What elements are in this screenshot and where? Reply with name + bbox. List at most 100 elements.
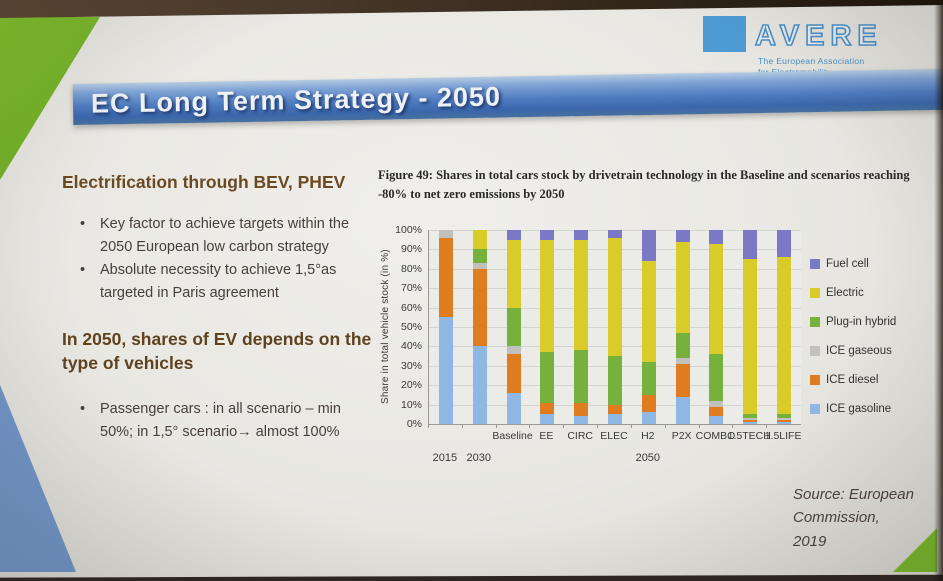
x-label-CIRC: CIRC bbox=[567, 430, 594, 442]
legend-item-fuel-cell: Fuel cell bbox=[810, 258, 896, 270]
chart-legend: Fuel cell Electric Plug-in hybrid ICE gaseo… bbox=[810, 258, 896, 432]
stacked-bar-chart: Share in total vehicle stock (in %) 0% 10… bbox=[378, 218, 918, 470]
bar-segment-ice-gasoline bbox=[709, 416, 724, 424]
legend-label: ICE gasoline bbox=[826, 403, 892, 415]
bar-segment-plug-in-hybrid bbox=[472, 249, 487, 263]
bar-segment-fuel-cell bbox=[641, 230, 656, 262]
bar-2015 bbox=[438, 230, 453, 424]
x-axis-tick bbox=[664, 425, 666, 428]
bar-segment-ice-gaseous bbox=[472, 263, 487, 269]
heading-electrification: Electrification through BEV, PHEV bbox=[62, 172, 346, 192]
y-tick-label: 90% bbox=[400, 243, 422, 256]
bar-COMBO bbox=[709, 230, 724, 424]
avere-logo-block-icon bbox=[703, 16, 746, 52]
bar-segment-fuel-cell bbox=[608, 230, 622, 238]
bullet-list-2: Passenger cars : in all scenario – min 5… bbox=[62, 398, 378, 444]
x-group-label-2015: 2015 bbox=[432, 452, 458, 464]
chart-y-ticks: 0% 10% 20% 30% 40% 50% 60% 70% 80% 90% 100% bbox=[390, 224, 424, 430]
x-axis-tick bbox=[630, 425, 632, 428]
y-tick-label: 80% bbox=[400, 262, 422, 275]
chart-plot bbox=[428, 230, 801, 425]
bar-segment-electric bbox=[540, 239, 555, 353]
y-tick-label: 0% bbox=[406, 418, 422, 430]
y-tick-label: 100% bbox=[395, 224, 422, 236]
x-label-H2: H2 bbox=[641, 430, 655, 442]
bar-segment-electric bbox=[709, 243, 724, 355]
bar-segment-electric bbox=[777, 257, 792, 415]
bar-segment-fuel-cell bbox=[540, 230, 555, 240]
source-attribution: Source: European Commission, 2019 bbox=[793, 483, 933, 553]
x-axis-tick bbox=[495, 425, 497, 428]
legend-label: Electric bbox=[826, 287, 864, 299]
bar-segment-electric bbox=[675, 241, 690, 333]
bar-segment-ice-diesel bbox=[574, 402, 589, 417]
bar-segment-ice-diesel bbox=[506, 354, 521, 393]
bar-segment-plug-in-hybrid bbox=[743, 414, 758, 419]
bar-H2 bbox=[641, 230, 656, 424]
y-tick-label: 60% bbox=[400, 301, 422, 314]
legend-label: ICE gaseous bbox=[826, 345, 892, 357]
legend-item-electric: Electric bbox=[810, 287, 896, 299]
y-tick-label: 50% bbox=[400, 321, 422, 333]
legend-swatch-icon bbox=[810, 375, 820, 385]
x-group-label-2050: 2050 bbox=[635, 452, 661, 464]
bar-Baseline bbox=[506, 230, 521, 424]
x-label-COMBO: COMBO bbox=[695, 430, 736, 442]
bar-segment-ice-gasoline bbox=[608, 414, 622, 424]
bar-2030 bbox=[472, 230, 487, 424]
bar-segment-ice-diesel bbox=[540, 402, 555, 415]
screen-bezel-bottom bbox=[0, 574, 943, 581]
bullet-key-factor: Key factor to achieve targets within the… bbox=[62, 213, 378, 259]
bar-segment-ice-diesel bbox=[472, 268, 487, 347]
x-axis-tick bbox=[461, 425, 463, 428]
legend-label: Plug-in hybrid bbox=[826, 316, 897, 328]
bar-segment-electric bbox=[506, 239, 521, 308]
source-line2: Commission, bbox=[793, 509, 880, 527]
bullet-passenger-cars: Passenger cars : in all scenario – min 5… bbox=[62, 398, 378, 444]
source-line1: Source: European bbox=[793, 486, 914, 503]
figure-caption: Figure 49: Shares in total cars stock by… bbox=[378, 168, 910, 202]
x-axis-tick bbox=[597, 425, 599, 428]
bar-segment-electric bbox=[743, 259, 758, 415]
y-tick-label: 10% bbox=[400, 398, 422, 411]
bar-segment-ice-diesel bbox=[608, 404, 622, 415]
bar-segment-ice-gasoline bbox=[438, 317, 453, 424]
y-tick-label: 70% bbox=[400, 282, 422, 295]
bar-segment-fuel-cell bbox=[506, 230, 521, 240]
bar-segment-ice-gasoline bbox=[641, 412, 656, 424]
legend-item-plug-in-hybrid: Plug-in hybrid bbox=[810, 316, 896, 328]
x-label-1.5TECH: 1.5TECH bbox=[727, 430, 771, 442]
bar-segment-ice-gasoline bbox=[472, 346, 487, 424]
x-axis-tick bbox=[732, 425, 734, 428]
x-axis-tick bbox=[529, 425, 531, 428]
avere-logo-wordmark: AVERE bbox=[754, 19, 883, 53]
legend-swatch-icon bbox=[810, 346, 820, 356]
bar-segment-ice-diesel bbox=[743, 420, 758, 423]
bar-segment-electric bbox=[641, 261, 656, 362]
x-axis-tick bbox=[563, 425, 565, 428]
bar-segment-ice-diesel bbox=[641, 394, 656, 413]
bar-segment-ice-diesel bbox=[709, 406, 724, 417]
bar-segment-ice-gasoline bbox=[574, 416, 589, 424]
legend-item-ice-gaseous: ICE gaseous bbox=[810, 345, 896, 357]
legend-item-ice-diesel: ICE diesel bbox=[810, 374, 896, 386]
bar-segment-ice-gasoline bbox=[743, 422, 758, 424]
legend-swatch-icon bbox=[810, 317, 820, 327]
legend-swatch-icon bbox=[810, 404, 820, 414]
bar-segment-electric bbox=[472, 230, 487, 250]
bar-1.5TECH bbox=[743, 230, 758, 424]
bar-segment-fuel-cell bbox=[574, 230, 589, 240]
bullet-absolute-necessity: Absolute necessity to achieve 1,5°as tar… bbox=[62, 259, 378, 305]
legend-label: ICE diesel bbox=[826, 374, 879, 386]
bar-segment-ice-gaseous bbox=[675, 358, 690, 364]
bar-segment-plug-in-hybrid bbox=[506, 307, 521, 347]
y-tick-label: 20% bbox=[400, 379, 422, 392]
bar-segment-plug-in-hybrid bbox=[709, 354, 724, 401]
avere-logo: AVERE The European Association for Elect… bbox=[703, 14, 933, 77]
bar-segment-ice-gasoline bbox=[675, 396, 690, 424]
source-line3: 2019 bbox=[793, 532, 827, 550]
bar-segment-ice-gasoline bbox=[540, 414, 555, 424]
bar-segment-ice-gaseous bbox=[743, 418, 758, 421]
avere-tagline-line1: The European Association bbox=[758, 56, 865, 66]
bar-segment-plug-in-hybrid bbox=[641, 361, 656, 395]
